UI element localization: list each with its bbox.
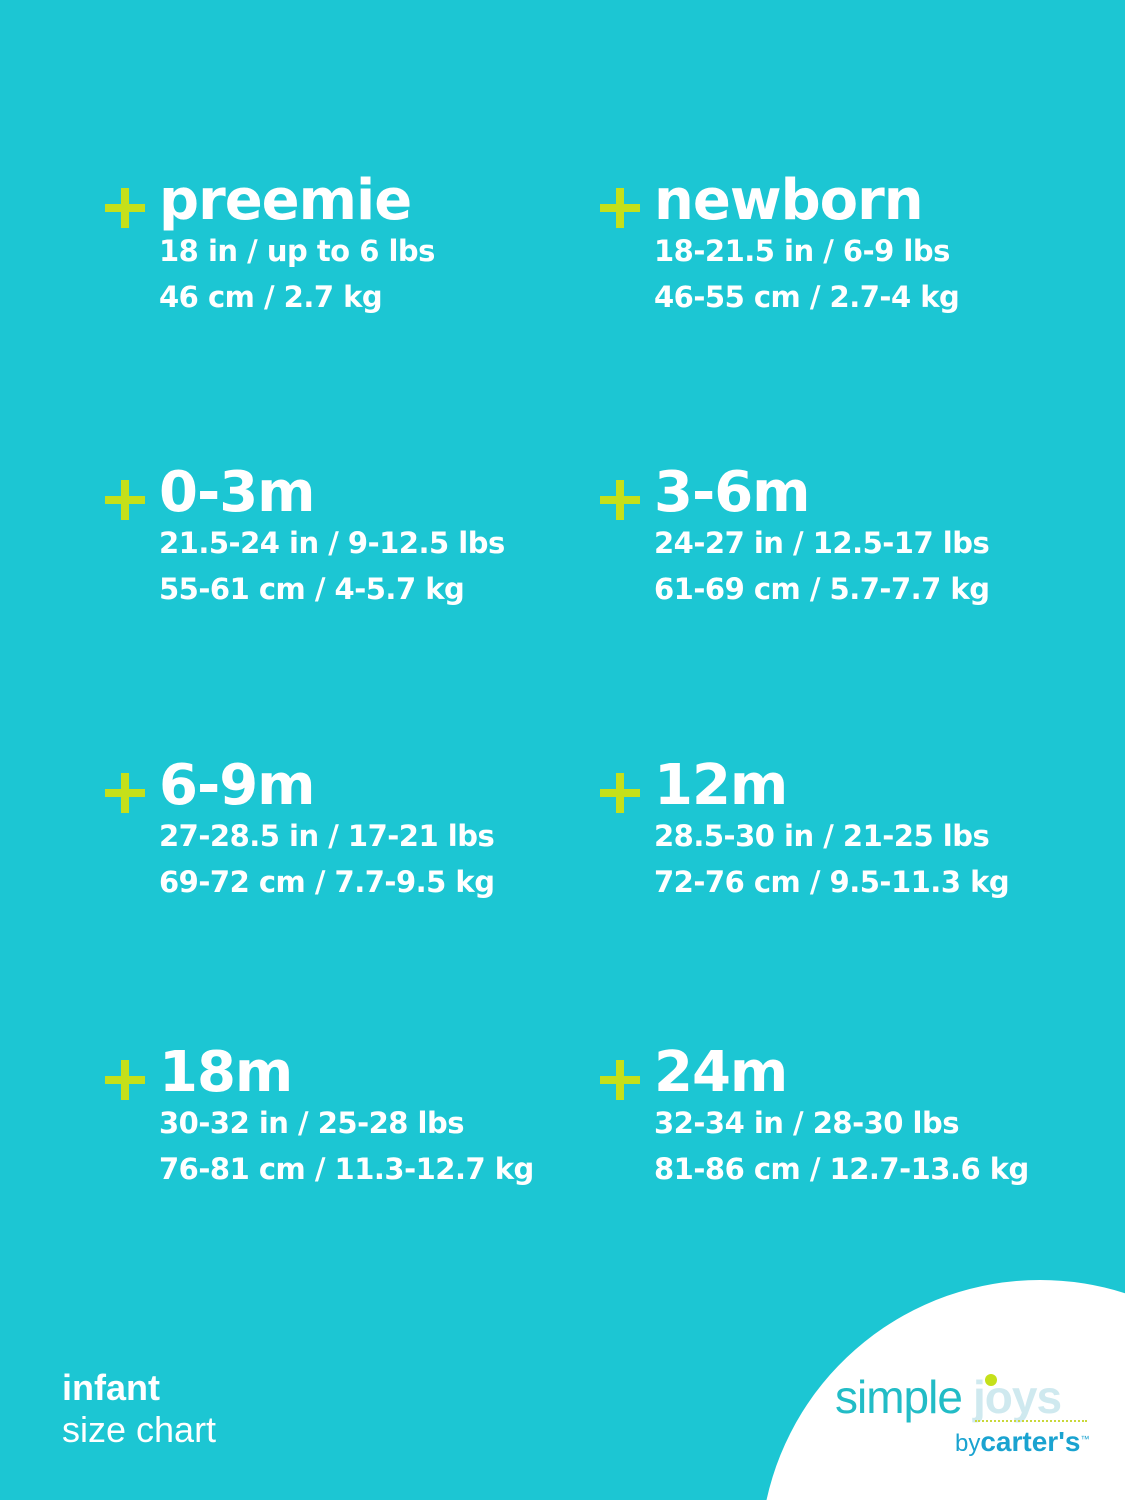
plus-icon — [105, 480, 145, 520]
size-name: preemie — [159, 168, 412, 233]
size-metric: 46 cm / 2.7 kg — [159, 280, 383, 314]
size-metric: 46-55 cm / 2.7-4 kg — [654, 280, 960, 314]
size-metric: 55-61 cm / 4-5.7 kg — [159, 572, 465, 606]
size-metric: 81-86 cm / 12.7-13.6 kg — [654, 1152, 1029, 1186]
size-name: newborn — [654, 168, 924, 233]
logo-tm: ™ — [1080, 1434, 1090, 1444]
size-imperial: 18 in / up to 6 lbs — [159, 234, 435, 268]
size-metric: 69-72 cm / 7.7-9.5 kg — [159, 865, 495, 899]
logo-by-carters: bycarter's™ — [955, 1426, 1089, 1458]
size-metric: 61-69 cm / 5.7-7.7 kg — [654, 572, 990, 606]
plus-icon — [105, 1060, 145, 1100]
size-grid: preemie 18 in / up to 6 lbs 46 cm / 2.7 kg… — [105, 168, 1029, 1186]
logo-dot-icon — [985, 1374, 997, 1386]
plus-icon — [105, 773, 145, 813]
size-name: 12m — [654, 753, 788, 818]
simple-joys-logo: simple joys bycarter's™ — [835, 1370, 1095, 1470]
logo-by: by — [955, 1430, 981, 1457]
size-imperial: 27-28.5 in / 17-21 lbs — [159, 819, 495, 853]
size-imperial: 24-27 in / 12.5-17 lbs — [654, 526, 990, 560]
logo-brand: carter's — [980, 1426, 1081, 1457]
plus-icon — [600, 1060, 640, 1100]
caption-infant: infant — [62, 1367, 160, 1408]
size-metric: 76-81 cm / 11.3-12.7 kg — [159, 1152, 534, 1186]
size-name: 24m — [654, 1040, 788, 1105]
size-imperial: 28.5-30 in / 21-25 lbs — [654, 819, 990, 853]
size-imperial: 32-34 in / 28-30 lbs — [654, 1106, 960, 1140]
logo-dotted-underline — [975, 1420, 1087, 1422]
size-imperial: 18-21.5 in / 6-9 lbs — [654, 234, 950, 268]
caption-size-chart: size chart — [62, 1409, 217, 1450]
size-imperial: 21.5-24 in / 9-12.5 lbs — [159, 526, 505, 560]
size-name: 3-6m — [654, 460, 811, 525]
plus-icon — [600, 773, 640, 813]
logo-simple: simple — [835, 1371, 963, 1423]
chart-caption: infant size chart — [62, 1368, 216, 1452]
plus-icon — [105, 188, 145, 228]
plus-icon — [600, 188, 640, 228]
logo-background-circle — [766, 1280, 1125, 1500]
size-imperial: 30-32 in / 25-28 lbs — [159, 1106, 465, 1140]
plus-icon — [600, 480, 640, 520]
size-name: 18m — [159, 1040, 293, 1105]
size-name: 6-9m — [159, 753, 316, 818]
size-metric: 72-76 cm / 9.5-11.3 kg — [654, 865, 1010, 899]
size-name: 0-3m — [159, 460, 316, 525]
